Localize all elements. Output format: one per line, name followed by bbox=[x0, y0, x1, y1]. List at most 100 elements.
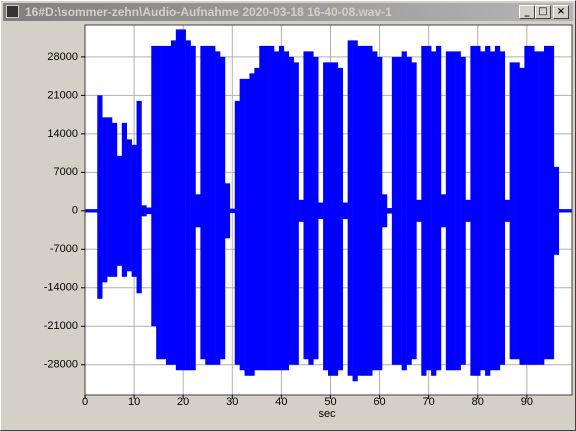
waveform-segment bbox=[259, 45, 265, 371]
window-title: 16#D:\sommer-zehn\Audio-Aufnahme 2020-03… bbox=[25, 5, 392, 19]
x-tick-label: 70 bbox=[423, 396, 435, 408]
x-tick-label: 90 bbox=[521, 396, 533, 408]
waveform-segment bbox=[524, 45, 530, 365]
waveform-segment bbox=[190, 45, 196, 371]
waveform-segment bbox=[367, 45, 373, 376]
waveform-segment bbox=[220, 56, 226, 360]
waveform-segment bbox=[377, 56, 383, 371]
x-tick-label: 0 bbox=[82, 396, 88, 408]
waveform-segment bbox=[416, 199, 422, 222]
title-bar: 16#D:\sommer-zehn\Audio-Aufnahme 2020-03… bbox=[3, 3, 573, 21]
waveform-segment bbox=[244, 78, 250, 376]
waveform-segment bbox=[455, 51, 461, 371]
waveform-segment bbox=[558, 209, 564, 213]
waveform-segment bbox=[382, 194, 388, 228]
waveform-segment bbox=[323, 62, 329, 371]
waveform-segment bbox=[229, 208, 236, 214]
waveform-segment bbox=[519, 67, 525, 365]
waveform-segment bbox=[514, 62, 520, 360]
waveform-segment bbox=[215, 51, 221, 365]
waveform-segment bbox=[490, 51, 496, 371]
waveform-segment bbox=[431, 51, 437, 376]
plot-border bbox=[84, 24, 573, 396]
waveform-segment bbox=[318, 202, 324, 220]
waveform-segment bbox=[460, 56, 466, 365]
y-tick-label: 14000 bbox=[47, 128, 78, 140]
x-tick-label: 20 bbox=[177, 396, 189, 408]
waveform-segment bbox=[112, 122, 118, 277]
waveform-segment bbox=[470, 45, 476, 376]
x-tick-label: 50 bbox=[324, 396, 336, 408]
waveform-segment bbox=[274, 51, 280, 371]
waveform-segment bbox=[107, 117, 113, 277]
y-tick-label: 7000 bbox=[54, 166, 78, 178]
waveform-segment bbox=[563, 209, 569, 213]
waveform-segment bbox=[278, 45, 285, 371]
window-icon bbox=[6, 5, 19, 18]
waveform-segment bbox=[406, 56, 412, 365]
waveform-segment bbox=[426, 45, 432, 371]
y-tick-label: -28000 bbox=[44, 359, 78, 371]
y-tick-label: -7000 bbox=[50, 243, 78, 255]
waveform-segment bbox=[342, 202, 348, 220]
maximize-button[interactable]: □ bbox=[535, 5, 551, 19]
y-tick-label: 0 bbox=[72, 205, 78, 217]
waveform-segment bbox=[357, 45, 363, 376]
waveform-segment bbox=[347, 40, 353, 376]
waveform-segment bbox=[436, 45, 442, 371]
waveform-segment bbox=[480, 51, 486, 371]
x-tick-label: 80 bbox=[472, 396, 484, 408]
y-tick-label: 21000 bbox=[47, 89, 78, 101]
waveform-segment bbox=[264, 45, 270, 371]
waveform-segment bbox=[85, 209, 88, 213]
waveform-segment bbox=[450, 51, 456, 371]
waveform-segment bbox=[494, 45, 501, 371]
waveform-segment bbox=[185, 40, 191, 371]
close-button[interactable]: × bbox=[553, 5, 569, 19]
waveform-segment bbox=[352, 40, 358, 382]
waveform-segment bbox=[337, 67, 344, 371]
waveform-segment bbox=[102, 117, 108, 283]
x-tick-label: 30 bbox=[226, 396, 238, 408]
x-tick-label: 60 bbox=[373, 396, 385, 408]
waveform-segment bbox=[210, 45, 216, 365]
waveform-segment bbox=[146, 207, 152, 215]
waveform-segment bbox=[568, 209, 572, 213]
waveform-segment bbox=[156, 45, 162, 360]
waveform-segment bbox=[136, 100, 142, 294]
y-tick-label: -21000 bbox=[44, 320, 78, 332]
waveform-segment bbox=[539, 51, 545, 365]
x-axis-label: sec bbox=[318, 408, 336, 420]
waveform-segment bbox=[249, 73, 255, 376]
waveform-segment bbox=[283, 51, 290, 371]
x-tick-label: 10 bbox=[128, 396, 140, 408]
waveform-segment bbox=[121, 122, 128, 277]
minimize-button[interactable]: _ bbox=[519, 5, 535, 19]
waveform-segment bbox=[293, 62, 299, 365]
waveform-segment bbox=[362, 45, 368, 376]
waveform-segment bbox=[200, 45, 206, 360]
waveform-segment bbox=[396, 56, 402, 365]
waveform-segment bbox=[166, 45, 172, 365]
waveform-segment bbox=[411, 62, 417, 360]
waveform-segment bbox=[465, 199, 471, 222]
waveform-segment bbox=[97, 95, 103, 299]
waveform-segment bbox=[298, 199, 304, 222]
waveform-segment bbox=[234, 100, 240, 365]
waveform-segment bbox=[529, 45, 535, 365]
y-tick-label: 28000 bbox=[47, 51, 78, 63]
waveform-segment bbox=[175, 29, 182, 371]
waveform-segment bbox=[170, 40, 177, 365]
waveform-segment bbox=[288, 56, 294, 365]
waveform-segment bbox=[116, 155, 123, 266]
waveform-segment bbox=[254, 67, 260, 371]
waveform-segment bbox=[303, 51, 309, 360]
waveform-segment bbox=[131, 144, 137, 277]
waveform-segment bbox=[475, 45, 481, 376]
y-tick-label: -14000 bbox=[44, 282, 78, 294]
waveform-segment bbox=[548, 45, 555, 360]
waveform-segment bbox=[92, 209, 98, 213]
waveform-segment bbox=[161, 45, 167, 360]
waveform-segment bbox=[391, 56, 398, 365]
